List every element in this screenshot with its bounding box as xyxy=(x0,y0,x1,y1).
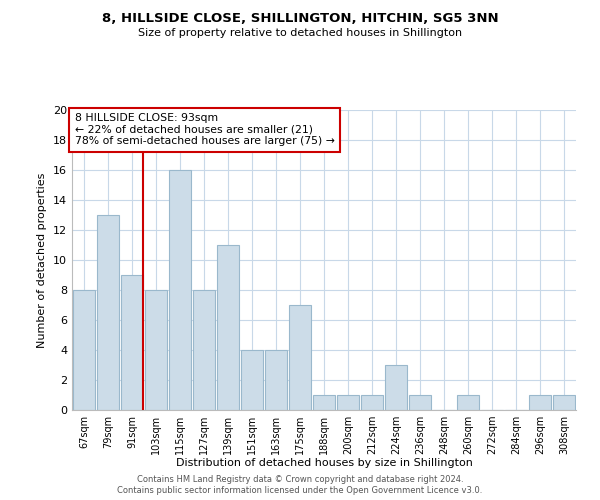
Bar xyxy=(337,395,359,410)
Bar xyxy=(265,350,287,410)
Bar xyxy=(193,290,215,410)
Text: Distribution of detached houses by size in Shillington: Distribution of detached houses by size … xyxy=(176,458,472,468)
Bar xyxy=(145,290,167,410)
Bar xyxy=(169,170,191,410)
Bar xyxy=(241,350,263,410)
Bar xyxy=(313,395,335,410)
Bar xyxy=(409,395,431,410)
Text: Contains public sector information licensed under the Open Government Licence v3: Contains public sector information licen… xyxy=(118,486,482,495)
Bar xyxy=(361,395,383,410)
Bar xyxy=(97,215,119,410)
Text: 8, HILLSIDE CLOSE, SHILLINGTON, HITCHIN, SG5 3NN: 8, HILLSIDE CLOSE, SHILLINGTON, HITCHIN,… xyxy=(101,12,499,26)
Text: 8 HILLSIDE CLOSE: 93sqm
← 22% of detached houses are smaller (21)
78% of semi-de: 8 HILLSIDE CLOSE: 93sqm ← 22% of detache… xyxy=(74,113,334,146)
Bar xyxy=(217,245,239,410)
Text: Size of property relative to detached houses in Shillington: Size of property relative to detached ho… xyxy=(138,28,462,38)
Bar xyxy=(457,395,479,410)
Text: Contains HM Land Registry data © Crown copyright and database right 2024.: Contains HM Land Registry data © Crown c… xyxy=(137,475,463,484)
Bar xyxy=(529,395,551,410)
Bar xyxy=(553,395,575,410)
Bar xyxy=(121,275,143,410)
Y-axis label: Number of detached properties: Number of detached properties xyxy=(37,172,47,348)
Bar xyxy=(73,290,95,410)
Bar xyxy=(385,365,407,410)
Bar xyxy=(289,305,311,410)
